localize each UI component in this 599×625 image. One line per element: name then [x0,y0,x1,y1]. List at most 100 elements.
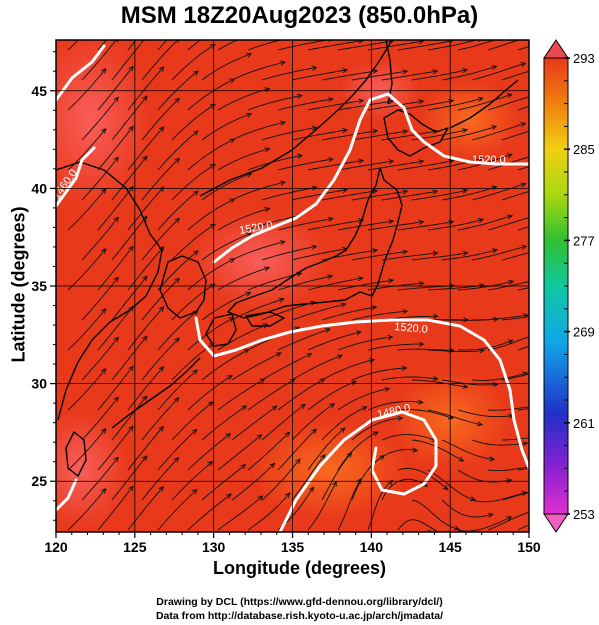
streamline [337,388,390,411]
streamline-arrowhead [279,240,286,246]
streamline-arrowhead [311,65,318,71]
colorbar-tick-label: 285 [573,142,595,157]
streamline [441,249,498,261]
streamline [231,61,286,81]
streamline-arrowhead [174,40,180,44]
streamline [111,395,148,441]
streamline [337,431,379,471]
streamline-arrowhead [538,278,543,282]
streamline [261,403,306,441]
streamline [517,524,529,531]
streamline [111,155,148,201]
streamline [487,281,529,291]
streamline [81,397,119,441]
streamline [351,251,408,261]
streamline [277,275,333,291]
streamline [381,434,437,442]
streamline [427,157,483,171]
streamline-arrowhead [329,403,336,409]
streamline [337,336,393,351]
streamline [501,492,529,501]
streamline-arrowhead [158,425,165,432]
streamline-arrowhead [432,69,439,75]
streamline-arrowhead [357,276,364,282]
streamline-arrowhead [539,403,544,407]
streamline [141,217,180,261]
streamline-arrowhead [458,456,465,462]
contour-label: 1520.0 [472,154,506,166]
streamline-arrowhead [246,52,253,58]
streamline [397,160,454,171]
streamline-arrowhead [174,337,180,343]
streamline [517,345,529,351]
streamline-arrowhead [246,172,253,178]
streamline-arrowhead [432,129,439,135]
streamline-arrowhead [478,218,485,224]
y-tick-label: 35 [31,278,47,294]
streamline-arrowhead [507,339,514,345]
streamline-arrowhead [192,310,199,316]
streamline-arrowhead [113,396,119,403]
streamline-arrowhead [311,185,318,191]
streamline-arrowhead [478,283,485,289]
streamline [187,138,235,171]
streamline-arrowhead [520,122,527,128]
streamline-arrowhead [209,223,216,229]
streamline-arrowhead [256,434,263,440]
streamline-arrowhead [442,484,449,491]
streamline [141,337,180,381]
streamline [97,306,134,351]
colorbar-tick-label: 253 [573,507,595,522]
streamline [67,308,107,351]
colorbar-ticks: 293 285 277 269 261 253 [564,51,595,522]
streamline [381,70,438,81]
streamline [67,188,107,231]
streamline [397,100,454,111]
streamline [217,40,239,51]
streamline [307,159,364,171]
streamline-arrowhead [174,157,181,164]
streamline [291,354,343,381]
streamline [217,267,270,291]
contour-1520-north [56,44,106,102]
streamline [501,252,529,261]
streamline-arrowhead [358,218,365,224]
streamline-arrowhead [209,43,216,49]
streamline [501,437,529,441]
streamline-arrowhead [142,95,148,102]
streamline [321,249,378,261]
y-axis-ticks: 25 30 35 40 45 [31,51,56,521]
streamline [471,245,527,261]
streamline-arrowhead [402,308,409,315]
streamline-arrowhead [492,381,499,388]
credit-data: Data from http://database.rish.kyoto-u.a… [155,610,444,622]
streamline [307,277,363,291]
streamline [201,173,252,201]
streamline-arrowhead [388,99,395,105]
streamline [171,401,214,441]
streamline [67,428,107,471]
streamline-arrowhead [508,279,515,285]
ryukyu-islands [111,357,201,429]
streamline [307,40,364,51]
streamline-arrowhead [128,65,134,72]
streamline [351,70,408,81]
streamline [411,439,464,462]
streamline [127,40,137,51]
streamline-arrowhead [462,68,469,74]
streamline [351,190,408,201]
streamline [457,280,514,291]
streamline-arrowhead [324,328,331,333]
streamline [67,368,107,411]
streamline [411,252,468,261]
streamline-arrowhead [311,244,318,250]
streamline-arrowhead [469,496,476,501]
streamline-arrowhead [264,147,271,153]
streamline [261,66,317,81]
streamline [157,190,199,231]
streamline [307,219,364,231]
streamline [427,218,484,231]
streamline [187,433,231,471]
streamline-arrowhead [387,334,394,341]
streamline [67,40,79,51]
